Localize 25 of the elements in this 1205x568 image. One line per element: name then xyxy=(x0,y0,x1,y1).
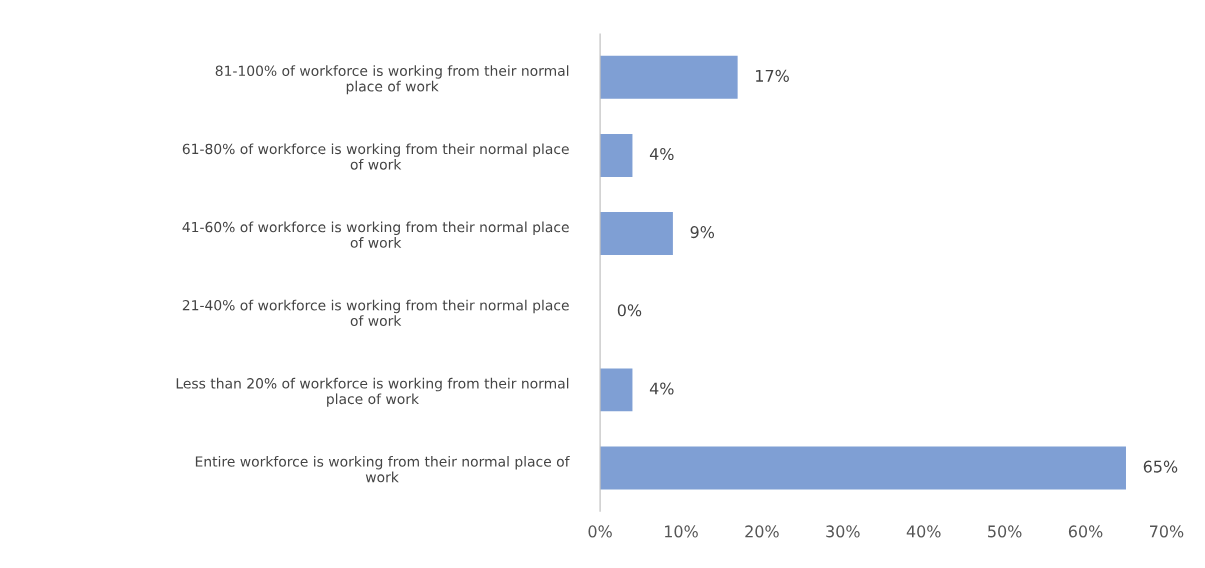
data-label: 0% xyxy=(617,304,642,317)
data-label: 4% xyxy=(649,382,674,395)
bar xyxy=(600,446,1126,490)
data-label: 4% xyxy=(649,147,674,161)
x-tick-label: 60% xyxy=(1068,525,1103,538)
y-tick-label: 61-80% of workforce is working from their normal place of work xyxy=(182,143,569,170)
y-tick-label: 21-40% of workforce is working from their normal place of work xyxy=(182,299,569,327)
y-tick-label: Less than 20% of workforce is working from their normal place of work xyxy=(176,377,569,407)
bar xyxy=(600,133,633,177)
x-tick-label: 0% xyxy=(588,525,612,538)
x-tick-label: 20% xyxy=(745,525,779,538)
x-tick-label: 10% xyxy=(665,525,698,538)
bar xyxy=(600,368,633,412)
data-label: 17% xyxy=(756,69,789,82)
x-tick-label: 30% xyxy=(826,525,860,538)
data-label: 65% xyxy=(1143,460,1178,473)
x-tick-label: 40% xyxy=(906,525,941,538)
y-tick-label: 81-100% of workforce is working from their normal place of work xyxy=(215,65,569,95)
bar xyxy=(600,55,738,99)
data-label: 9% xyxy=(690,226,715,239)
y-tick-label: Entire workforce is working from their normal place of work xyxy=(195,456,570,483)
y-tick-label: 41-60% of workforce is working from their normal place of work xyxy=(182,221,569,248)
x-tick-label: 70% xyxy=(1150,525,1184,538)
x-tick-label: 50% xyxy=(988,525,1022,538)
bar xyxy=(600,212,673,256)
